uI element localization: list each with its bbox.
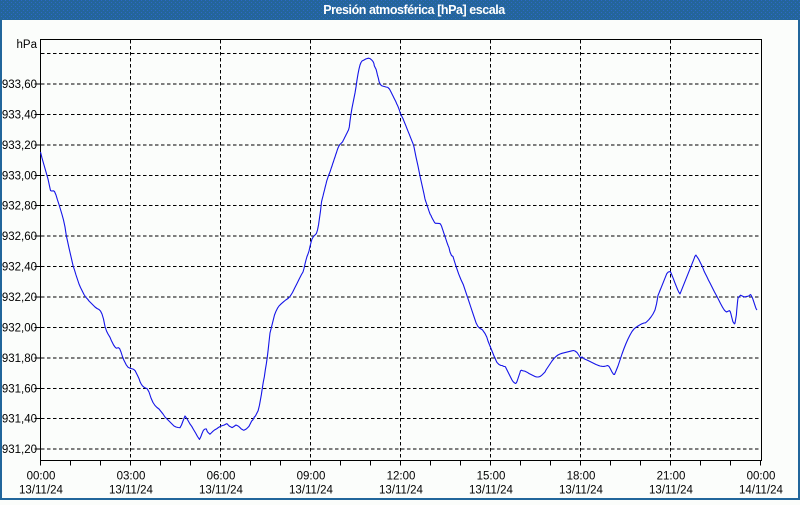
svg-text:hPa: hPa [17,39,38,51]
svg-text:932,40: 932,40 [2,262,37,274]
svg-text:933,00: 933,00 [2,171,37,183]
svg-text:931,20: 931,20 [2,444,37,456]
svg-text:931,80: 931,80 [2,353,37,365]
svg-text:13/11/24: 13/11/24 [109,485,154,497]
svg-text:03:00: 03:00 [117,471,146,483]
svg-text:09:00: 09:00 [297,471,326,483]
svg-text:932,80: 932,80 [2,201,37,213]
svg-text:13/11/24: 13/11/24 [379,485,424,497]
svg-text:18:00: 18:00 [567,471,596,483]
svg-text:933,60: 933,60 [2,79,37,91]
svg-text:15:00: 15:00 [477,471,506,483]
svg-text:13/11/24: 13/11/24 [469,485,514,497]
svg-text:932,60: 932,60 [2,231,37,243]
svg-text:13/11/24: 13/11/24 [289,485,334,497]
svg-text:00:00: 00:00 [747,471,776,483]
svg-text:14/11/24: 14/11/24 [739,485,784,497]
svg-text:931,60: 931,60 [2,384,37,396]
svg-text:931,40: 931,40 [2,414,37,426]
svg-text:21:00: 21:00 [657,471,686,483]
svg-text:06:00: 06:00 [207,471,236,483]
svg-text:00:00: 00:00 [27,471,56,483]
svg-text:13/11/24: 13/11/24 [199,485,244,497]
svg-text:12:00: 12:00 [387,471,416,483]
svg-text:13/11/24: 13/11/24 [649,485,694,497]
svg-text:932,00: 932,00 [2,323,37,335]
svg-text:13/11/24: 13/11/24 [19,485,64,497]
svg-text:13/11/24: 13/11/24 [559,485,604,497]
svg-text:933,20: 933,20 [2,140,37,152]
svg-text:933,40: 933,40 [2,110,37,122]
svg-text:932,20: 932,20 [2,292,37,304]
